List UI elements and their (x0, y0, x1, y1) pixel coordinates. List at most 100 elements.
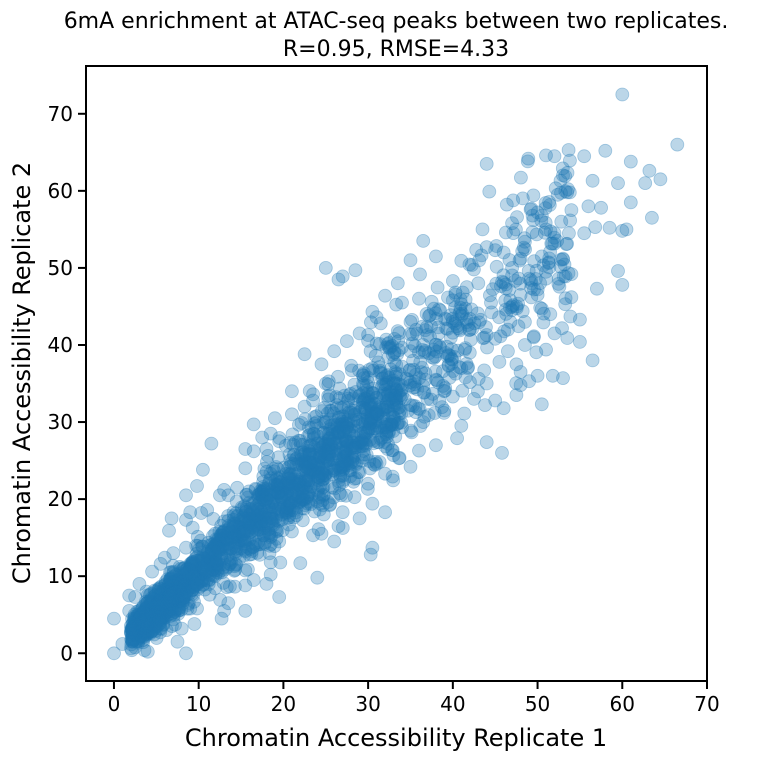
data-point (452, 321, 467, 336)
data-point (150, 600, 165, 615)
data-point (148, 584, 163, 599)
data-point (154, 579, 169, 594)
data-point (524, 201, 539, 216)
data-point (343, 386, 358, 401)
data-point (164, 511, 179, 526)
data-point (151, 582, 166, 597)
data-point (457, 406, 472, 421)
data-point (141, 612, 156, 626)
data-point (186, 566, 201, 580)
data-point (128, 627, 143, 642)
data-point (196, 577, 211, 592)
data-point (320, 434, 335, 448)
data-point (224, 534, 239, 549)
data-point (170, 601, 185, 616)
data-point (190, 479, 204, 493)
data-point (367, 406, 382, 421)
data-point (358, 414, 373, 429)
data-point (188, 551, 203, 566)
data-point (159, 587, 174, 602)
data-point (377, 435, 391, 449)
data-point (336, 418, 351, 433)
data-point (237, 534, 252, 549)
data-point (162, 590, 177, 605)
data-point (178, 571, 193, 586)
data-point (295, 482, 310, 497)
data-point (317, 454, 332, 469)
data-point (395, 359, 409, 374)
data-point (256, 521, 271, 536)
data-point (207, 556, 222, 571)
data-point (335, 505, 350, 520)
data-point (125, 622, 140, 637)
data-point (502, 283, 516, 297)
data-point (255, 507, 270, 522)
data-point (526, 330, 541, 345)
data-point (462, 322, 477, 337)
data-point (258, 514, 273, 529)
data-point (137, 619, 152, 633)
data-point (250, 501, 265, 516)
data-point (423, 308, 437, 323)
data-point (520, 154, 535, 169)
data-point (360, 425, 375, 440)
data-point (339, 449, 353, 464)
data-point (272, 534, 287, 549)
data-point (267, 411, 282, 426)
data-point (332, 477, 347, 492)
data-point (375, 371, 390, 386)
data-point (327, 437, 342, 452)
data-point (387, 414, 401, 429)
data-point (189, 576, 204, 591)
data-point (151, 593, 166, 608)
data-point (158, 593, 173, 608)
data-point (326, 490, 341, 505)
data-point (242, 533, 257, 547)
data-point (335, 440, 349, 455)
data-point (455, 285, 470, 300)
data-point (153, 594, 168, 609)
data-point (107, 611, 121, 626)
data-point (256, 480, 270, 494)
data-point (536, 315, 551, 330)
data-point (282, 517, 296, 532)
data-point (133, 617, 148, 632)
data-point (346, 419, 361, 434)
data-point (428, 438, 443, 453)
data-point (200, 502, 215, 517)
data-point (428, 372, 443, 387)
data-point (509, 301, 524, 316)
data-point (125, 632, 140, 646)
data-point (217, 534, 231, 549)
data-point (415, 360, 429, 375)
y-tick-label: 20 (48, 487, 73, 511)
data-point (172, 580, 186, 595)
data-point (420, 391, 435, 406)
data-point (518, 338, 532, 352)
data-point (241, 517, 256, 531)
data-point (135, 617, 150, 632)
data-point (653, 172, 668, 187)
data-point (283, 496, 298, 511)
data-point (585, 353, 600, 368)
data-point (288, 493, 303, 508)
data-point (250, 546, 265, 560)
data-point (346, 474, 361, 489)
data-point (553, 173, 568, 188)
data-point (247, 536, 262, 551)
data-point (304, 462, 319, 477)
data-point (143, 608, 158, 622)
data-point (331, 474, 346, 489)
data-point (187, 570, 202, 585)
data-point (138, 607, 153, 622)
data-point (212, 533, 227, 548)
data-point (265, 493, 280, 508)
data-point (139, 612, 154, 626)
data-point (404, 425, 419, 440)
data-point (369, 418, 384, 433)
data-point (149, 597, 164, 611)
data-point (147, 600, 162, 615)
data-point (154, 591, 169, 606)
data-point (156, 617, 171, 631)
data-point (203, 572, 217, 587)
